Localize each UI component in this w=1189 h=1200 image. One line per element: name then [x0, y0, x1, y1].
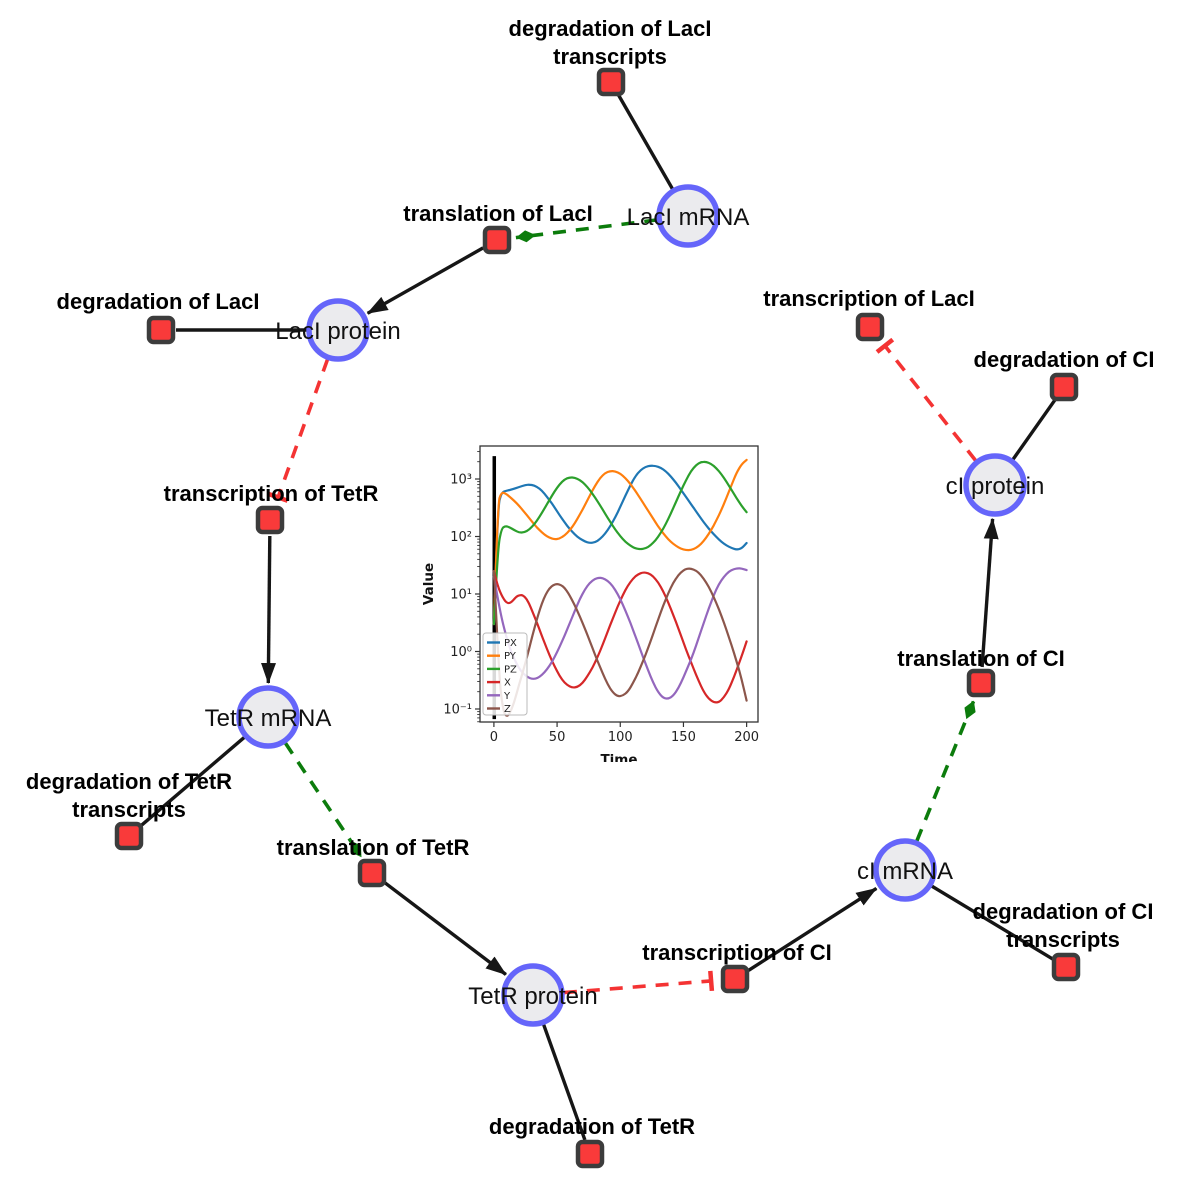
- reaction-label-deg_cI: degradation of CI: [974, 347, 1155, 372]
- series-line-PY: [492, 458, 748, 626]
- y-tick-label: 10¹: [450, 587, 472, 602]
- reaction-label-deg_lacI: degradation of LacI: [57, 289, 260, 314]
- y-axis-label: Value: [421, 563, 437, 605]
- y-tick-label: 10³: [450, 473, 472, 488]
- series-line-Y: [492, 567, 748, 700]
- reaction-label-txn_lacI: transcription of LacI: [763, 286, 974, 311]
- species-label-cI_mRNA: cI mRNA: [857, 858, 953, 885]
- reaction-label-deg_lacI_tx: transcripts: [553, 44, 667, 69]
- species-node-lacI_mRNA[interactable]: [656, 184, 720, 248]
- x-tick-label: 150: [671, 730, 696, 745]
- legend-label-PZ: PZ: [504, 664, 517, 675]
- legend-label-X: X: [504, 678, 511, 689]
- y-tick-label: 10⁻¹: [443, 702, 472, 717]
- reaction-node-trl_cI[interactable]: [966, 668, 996, 698]
- reaction-label-deg_tetR_tx: transcripts: [72, 797, 186, 822]
- reaction-node-deg_cI[interactable]: [1049, 372, 1079, 402]
- edge-cI_mRNA-deg_cI_tx: [930, 884, 1055, 961]
- reaction-node-deg_lacI[interactable]: [146, 315, 176, 345]
- reaction-node-deg_cI_tx[interactable]: [1051, 952, 1081, 982]
- reaction-node-deg_lacI_tx[interactable]: [596, 67, 626, 97]
- reaction-node-txn_lacI[interactable]: [855, 312, 885, 342]
- species-node-lacI_protein[interactable]: [306, 298, 370, 362]
- reaction-label-trl_cI: translation of CI: [897, 646, 1064, 671]
- species-label-tetR_mRNA: TetR mRNA: [205, 705, 332, 732]
- y-tick-label: 10²: [450, 530, 472, 545]
- reaction-label-deg_lacI_tx: degradation of LacI: [509, 16, 712, 41]
- edge-lacI_protein-txn_tetR: [267, 358, 330, 503]
- reaction-node-trl_lacI[interactable]: [482, 225, 512, 255]
- reaction-node-deg_tetR_tx[interactable]: [114, 821, 144, 851]
- edge-cI_protein-deg_cI: [1011, 398, 1057, 461]
- edge-lacI_mRNA-deg_lacI_tx: [617, 94, 675, 190]
- edge-trl_lacI-lacI_protein: [366, 246, 484, 315]
- edge-tetR_protein-txn_cI: [563, 970, 715, 995]
- chart-legend: PX PY PZ XYZ: [482, 632, 528, 716]
- x-tick-label: 0: [490, 730, 498, 745]
- edge-trl_tetR-tetR_protein: [383, 881, 507, 976]
- reaction-label-trl_lacI: translation of LacI: [403, 201, 592, 226]
- reaction-node-txn_cI[interactable]: [720, 964, 750, 994]
- legend-label-PY: PY: [504, 651, 517, 662]
- edges-layer: [139, 94, 1057, 1141]
- reaction-node-trl_tetR[interactable]: [357, 858, 387, 888]
- labels-layer: degradation of LacI transcripts translatio…: [26, 16, 1155, 1139]
- species-label-lacI_mRNA: LacI mRNA: [627, 204, 750, 231]
- reaction-label-txn_cI: transcription of CI: [642, 940, 831, 965]
- reaction-label-deg_tetR_tx: degradation of TetR: [26, 769, 232, 794]
- series-line-PZ: [492, 460, 748, 626]
- edge-tetR_protein-deg_tetR: [541, 1023, 587, 1141]
- species-node-tetR_protein[interactable]: [501, 963, 565, 1027]
- timecourse-inset-chart: 0 50 100 150 20010⁻¹10⁰10¹10²10³TimeValuePXP…: [421, 445, 759, 762]
- species-label-tetR_protein: TetR protein: [468, 983, 597, 1010]
- reaction-label-txn_tetR: transcription of TetR: [164, 481, 379, 506]
- y-tick-label: 10⁰: [450, 645, 472, 660]
- x-tick-label: 50: [549, 730, 566, 745]
- reaction-label-deg_tetR: degradation of TetR: [489, 1114, 695, 1139]
- edge-tetR_mRNA-deg_tetR_tx: [139, 735, 246, 828]
- reaction-label-deg_cI_tx: degradation of CI: [973, 899, 1154, 924]
- edge-cI_mRNA-trl_cI: [915, 699, 976, 842]
- edge-lacI_mRNA-trl_lacI: [515, 218, 658, 243]
- species-label-cI_protein: cI protein: [946, 473, 1045, 500]
- nodes-layer: [114, 67, 1081, 1169]
- edge-txn_cI-cI_mRNA: [747, 886, 878, 972]
- reaction-label-deg_cI_tx: transcripts: [1006, 927, 1120, 952]
- legend-label-Y: Y: [503, 691, 511, 702]
- species-label-lacI_protein: LacI protein: [275, 318, 400, 345]
- edge-txn_tetR-tetR_mRNA: [261, 535, 277, 684]
- legend-label-Z: Z: [504, 704, 511, 715]
- x-axis-label: Time: [600, 752, 637, 762]
- series-line-X: [492, 570, 748, 704]
- x-tick-label: 100: [608, 730, 633, 745]
- species-node-cI_mRNA[interactable]: [873, 838, 937, 902]
- reaction-label-trl_tetR: translation of TetR: [277, 835, 470, 860]
- edge-trl_cI-cI_protein: [980, 517, 999, 668]
- chart-series: [492, 456, 748, 720]
- series-line-PX: [492, 464, 748, 626]
- species-node-tetR_mRNA[interactable]: [236, 685, 300, 749]
- x-tick-label: 200: [734, 730, 759, 745]
- legend-label-PX: PX: [504, 638, 517, 649]
- reaction-node-deg_tetR[interactable]: [575, 1139, 605, 1169]
- edge-cI_protein-txn_lacI: [875, 337, 978, 462]
- species-node-cI_protein[interactable]: [963, 453, 1027, 517]
- reaction-node-txn_tetR[interactable]: [255, 505, 285, 535]
